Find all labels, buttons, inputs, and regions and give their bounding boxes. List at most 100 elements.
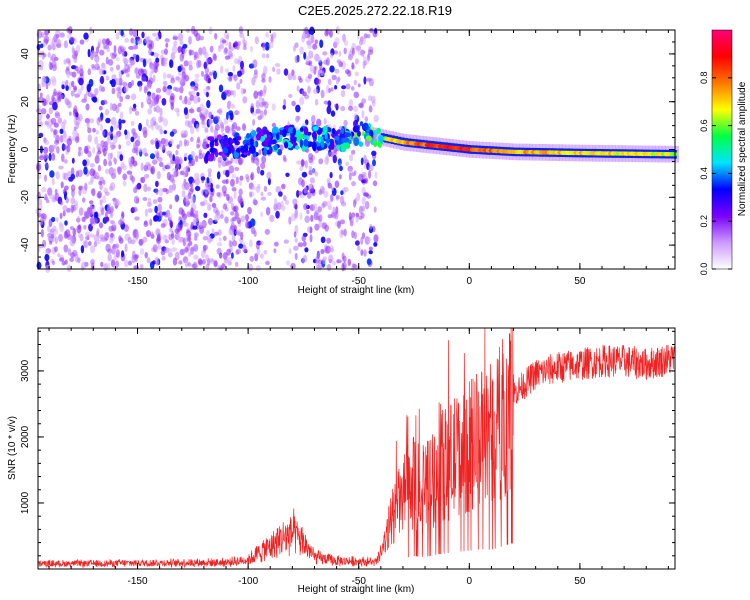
noise-speckle	[71, 157, 75, 164]
noise-speckle	[303, 52, 307, 60]
noise-speckle	[57, 253, 61, 258]
noise-speckle	[153, 64, 157, 70]
noise-speckle	[63, 244, 69, 253]
noise-speckle	[112, 157, 117, 163]
noise-speckle	[334, 210, 339, 220]
ridge-blob	[214, 138, 218, 143]
noise-speckle	[162, 187, 168, 193]
noise-speckle	[105, 75, 110, 81]
noise-speckle	[195, 212, 199, 222]
noise-speckle	[203, 212, 208, 218]
noise-speckle	[158, 211, 163, 219]
noise-speckle	[162, 58, 168, 67]
noise-speckle	[126, 82, 132, 89]
noise-speckle	[44, 140, 50, 145]
noise-speckle	[118, 144, 122, 150]
noise-speckle	[253, 69, 258, 75]
noise-speckle	[109, 102, 113, 111]
noise-speckle	[164, 138, 169, 147]
snr-line	[37, 327, 676, 569]
ridge-blob	[377, 141, 382, 148]
noise-speckle	[95, 46, 100, 54]
noise-speckle	[190, 207, 194, 216]
noise-speckle	[155, 105, 161, 113]
ridge-blob	[254, 140, 259, 148]
noise-speckle	[52, 101, 58, 111]
noise-speckle	[283, 195, 287, 202]
noise-speckle	[72, 227, 77, 237]
noise-speckle	[307, 85, 311, 94]
noise-speckle	[199, 222, 204, 228]
noise-speckle	[307, 73, 313, 80]
noise-speckle	[187, 262, 192, 267]
noise-speckle	[147, 197, 152, 205]
noise-speckle	[373, 234, 379, 243]
noise-speckle	[80, 245, 85, 254]
noise-speckle	[48, 152, 52, 162]
noise-speckle	[104, 232, 109, 241]
noise-speckle	[304, 215, 311, 223]
noise-speckle	[309, 234, 313, 243]
noise-speckle	[288, 248, 292, 255]
noise-speckle	[226, 34, 230, 40]
noise-speckle	[177, 77, 183, 84]
snr-frame	[37, 327, 676, 570]
noise-speckle	[65, 79, 69, 87]
noise-speckle	[348, 105, 353, 112]
noise-speckle	[188, 64, 193, 71]
noise-speckle	[169, 154, 173, 162]
noise-speckle	[42, 98, 47, 107]
ridge-blob	[287, 142, 293, 149]
noise-speckle	[219, 254, 224, 258]
noise-speckle	[259, 240, 264, 246]
noise-speckle	[219, 122, 225, 129]
noise-speckle	[261, 53, 266, 59]
noise-speckle	[370, 95, 376, 104]
noise-speckle	[318, 158, 324, 165]
noise-speckle	[131, 38, 136, 45]
x-tick-label: -100	[238, 276, 258, 287]
noise-speckle	[155, 87, 162, 94]
noise-speckle	[203, 199, 208, 206]
noise-speckle	[89, 233, 95, 238]
noise-speckle	[265, 260, 270, 266]
noise-speckle	[143, 164, 149, 172]
ridge-blob	[326, 138, 330, 144]
noise-speckle	[270, 37, 274, 43]
noise-speckle	[228, 46, 234, 52]
noise-speckle	[66, 72, 71, 79]
noise-speckle	[186, 211, 192, 218]
noise-speckle	[74, 136, 80, 144]
noise-speckle	[106, 137, 112, 145]
noise-speckle	[72, 249, 78, 257]
noise-speckle	[46, 113, 50, 120]
noise-speckle	[271, 122, 276, 128]
noise-speckle	[336, 59, 342, 64]
noise-speckle	[147, 186, 152, 192]
noise-speckle	[72, 129, 78, 137]
noise-speckle	[361, 196, 366, 205]
noise-speckle	[355, 58, 359, 65]
noise-speckle	[308, 183, 314, 192]
noise-speckle	[208, 172, 212, 178]
noise-speckle	[186, 230, 192, 238]
noise-speckle	[97, 239, 101, 244]
noise-speckle	[368, 164, 374, 172]
noise-speckle	[135, 75, 141, 79]
noise-speckle	[40, 228, 44, 238]
noise-speckle	[230, 222, 235, 231]
ridge-blob	[352, 125, 360, 133]
noise-speckle	[359, 102, 364, 109]
noise-speckle	[51, 94, 55, 103]
noise-speckle	[224, 216, 229, 224]
noise-speckle	[63, 134, 68, 143]
noise-speckle	[183, 195, 190, 203]
noise-speckle	[318, 189, 323, 196]
noise-speckle	[361, 110, 365, 119]
noise-speckle	[40, 108, 47, 115]
noise-speckle	[83, 145, 89, 155]
noise-speckle	[160, 223, 166, 228]
noise-speckle	[46, 123, 52, 129]
noise-speckle	[283, 68, 289, 76]
noise-speckle	[131, 107, 137, 112]
